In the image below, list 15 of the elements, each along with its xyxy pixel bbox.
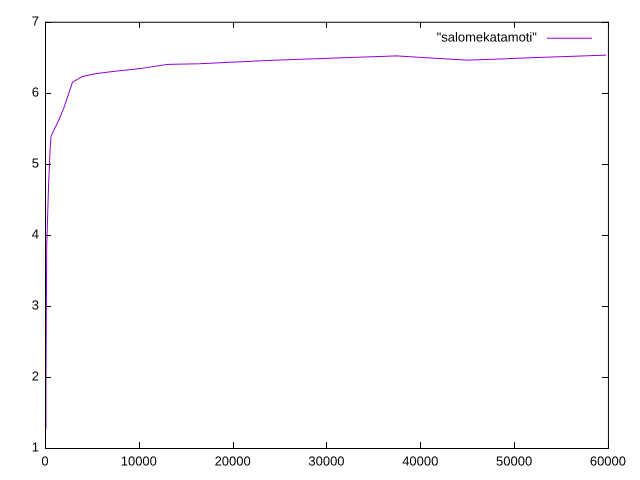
y-tick-label: 4 (32, 226, 39, 242)
x-tick-label: 20000 (214, 453, 251, 468)
x-tick-label: 60000 (590, 453, 626, 468)
y-tick-label: 3 (32, 298, 39, 313)
x-tick-label: 0 (41, 453, 49, 468)
legend-label: "salomekatamoti" (436, 29, 538, 44)
x-tick-label: 10000 (120, 453, 157, 468)
y-tick-label: 5 (32, 155, 39, 170)
x-tick-label: 50000 (496, 453, 532, 468)
x-tick-label: 40000 (402, 453, 438, 468)
y-tick-label: 2 (32, 368, 39, 384)
y-tick-label: 1 (32, 440, 39, 455)
y-tick-label: 6 (32, 84, 39, 100)
x-tick-label: 30000 (308, 453, 345, 468)
y-tick-label: 7 (32, 13, 39, 28)
